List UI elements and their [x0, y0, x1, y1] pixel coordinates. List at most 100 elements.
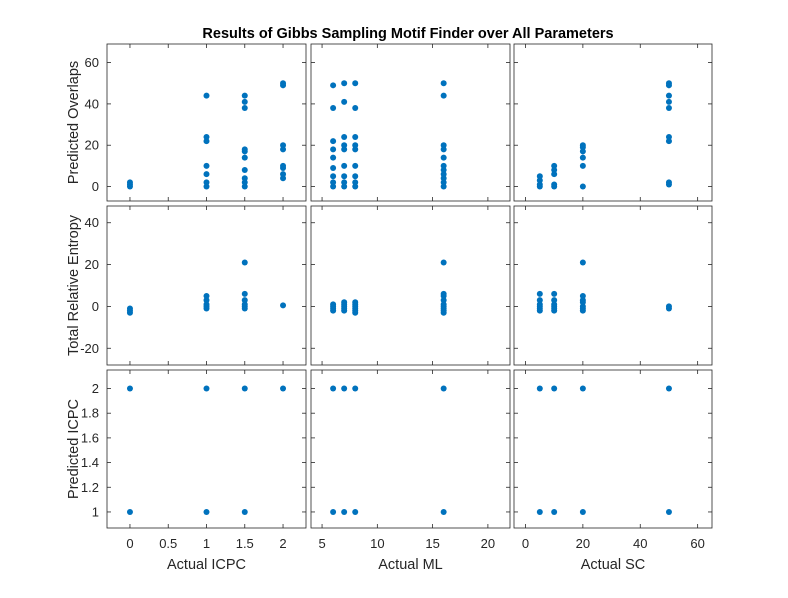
x-tick-label: 1.5	[236, 536, 254, 551]
data-point	[241, 385, 248, 392]
x-axis-label: Actual ICPC	[167, 557, 246, 573]
panel-r1-c1	[310, 205, 511, 366]
y-axis-label: Total Relative Entropy	[66, 214, 82, 356]
data-point	[536, 173, 543, 180]
data-point	[352, 299, 359, 306]
data-point	[203, 133, 210, 140]
data-point	[440, 297, 447, 304]
data-point	[352, 508, 359, 515]
data-point	[551, 167, 558, 174]
data-point	[440, 167, 447, 174]
data-point	[551, 290, 558, 297]
data-point	[665, 92, 672, 99]
data-point	[440, 142, 447, 149]
data-point	[551, 181, 558, 188]
x-tick-label: 0	[126, 536, 133, 551]
data-point	[341, 98, 348, 105]
y-tick-label: 1.8	[81, 406, 99, 421]
data-point	[352, 142, 359, 149]
data-point	[203, 183, 210, 190]
data-point	[341, 299, 348, 306]
data-point	[665, 105, 672, 112]
data-point	[352, 162, 359, 169]
data-point	[241, 105, 248, 112]
x-tick-label: 15	[425, 536, 439, 551]
chart-title: Results of Gibbs Sampling Motif Finder o…	[202, 26, 613, 42]
data-point	[341, 173, 348, 180]
data-point	[579, 385, 586, 392]
panel-frame	[513, 205, 713, 366]
data-point	[126, 385, 133, 392]
data-point	[341, 183, 348, 190]
data-point	[330, 183, 337, 190]
panel-r0-c0: 0 20 40 60	[85, 43, 307, 202]
x-tick-label: 20	[481, 536, 495, 551]
data-point	[280, 162, 287, 169]
data-point	[440, 385, 447, 392]
data-point	[352, 173, 359, 180]
data-point	[341, 142, 348, 149]
data-point	[330, 173, 337, 180]
data-point	[352, 183, 359, 190]
data-point	[579, 259, 586, 266]
data-point	[203, 301, 210, 308]
y-tick-label: 1.4	[81, 455, 99, 470]
data-point	[241, 290, 248, 297]
x-tick-label: 40	[633, 536, 647, 551]
x-tick-label: 0	[522, 536, 529, 551]
data-point	[440, 146, 447, 153]
data-point	[440, 162, 447, 169]
data-point	[330, 105, 337, 112]
data-point	[579, 508, 586, 515]
data-point	[241, 175, 248, 182]
data-point	[241, 301, 248, 308]
data-point	[241, 297, 248, 304]
panel-r2-c1: 5 10 15 20	[310, 369, 511, 551]
data-point	[203, 179, 210, 186]
data-point	[579, 292, 586, 299]
data-point	[330, 146, 337, 153]
data-point	[665, 98, 672, 105]
data-point	[579, 154, 586, 161]
data-point	[440, 92, 447, 99]
panel-r1-c2	[513, 205, 713, 366]
data-point	[665, 303, 672, 310]
data-point	[440, 171, 447, 178]
data-point	[536, 297, 543, 304]
data-point	[241, 98, 248, 105]
data-point	[330, 301, 337, 308]
data-point	[203, 138, 210, 145]
panel-frame	[106, 205, 307, 366]
data-point	[280, 80, 287, 87]
data-point	[440, 183, 447, 190]
data-point	[203, 92, 210, 99]
data-point	[330, 82, 337, 89]
panel-frame	[106, 369, 307, 529]
y-axis-label: Predicted ICPC	[66, 399, 82, 499]
data-point	[126, 508, 133, 515]
data-point	[330, 385, 337, 392]
data-point	[280, 171, 287, 178]
axis-labels-group: Actual ICPC Actual ML Actual SC Predicted O…	[66, 61, 645, 573]
data-point	[241, 259, 248, 266]
data-point	[440, 259, 447, 266]
data-point	[551, 162, 558, 169]
panel-frame	[106, 43, 307, 202]
panel-frame	[310, 205, 511, 366]
data-point	[241, 179, 248, 186]
data-point	[241, 154, 248, 161]
data-point	[280, 146, 287, 153]
data-point	[665, 179, 672, 186]
data-point	[551, 171, 558, 178]
panel-r0-c2	[513, 43, 713, 202]
data-point	[440, 508, 447, 515]
data-point	[203, 171, 210, 178]
data-point	[579, 183, 586, 190]
data-point	[440, 80, 447, 87]
data-point	[126, 179, 133, 186]
data-point	[341, 146, 348, 153]
data-point	[341, 133, 348, 140]
x-axis-label: Actual ML	[378, 557, 442, 573]
y-tick-label: 40	[85, 96, 99, 111]
